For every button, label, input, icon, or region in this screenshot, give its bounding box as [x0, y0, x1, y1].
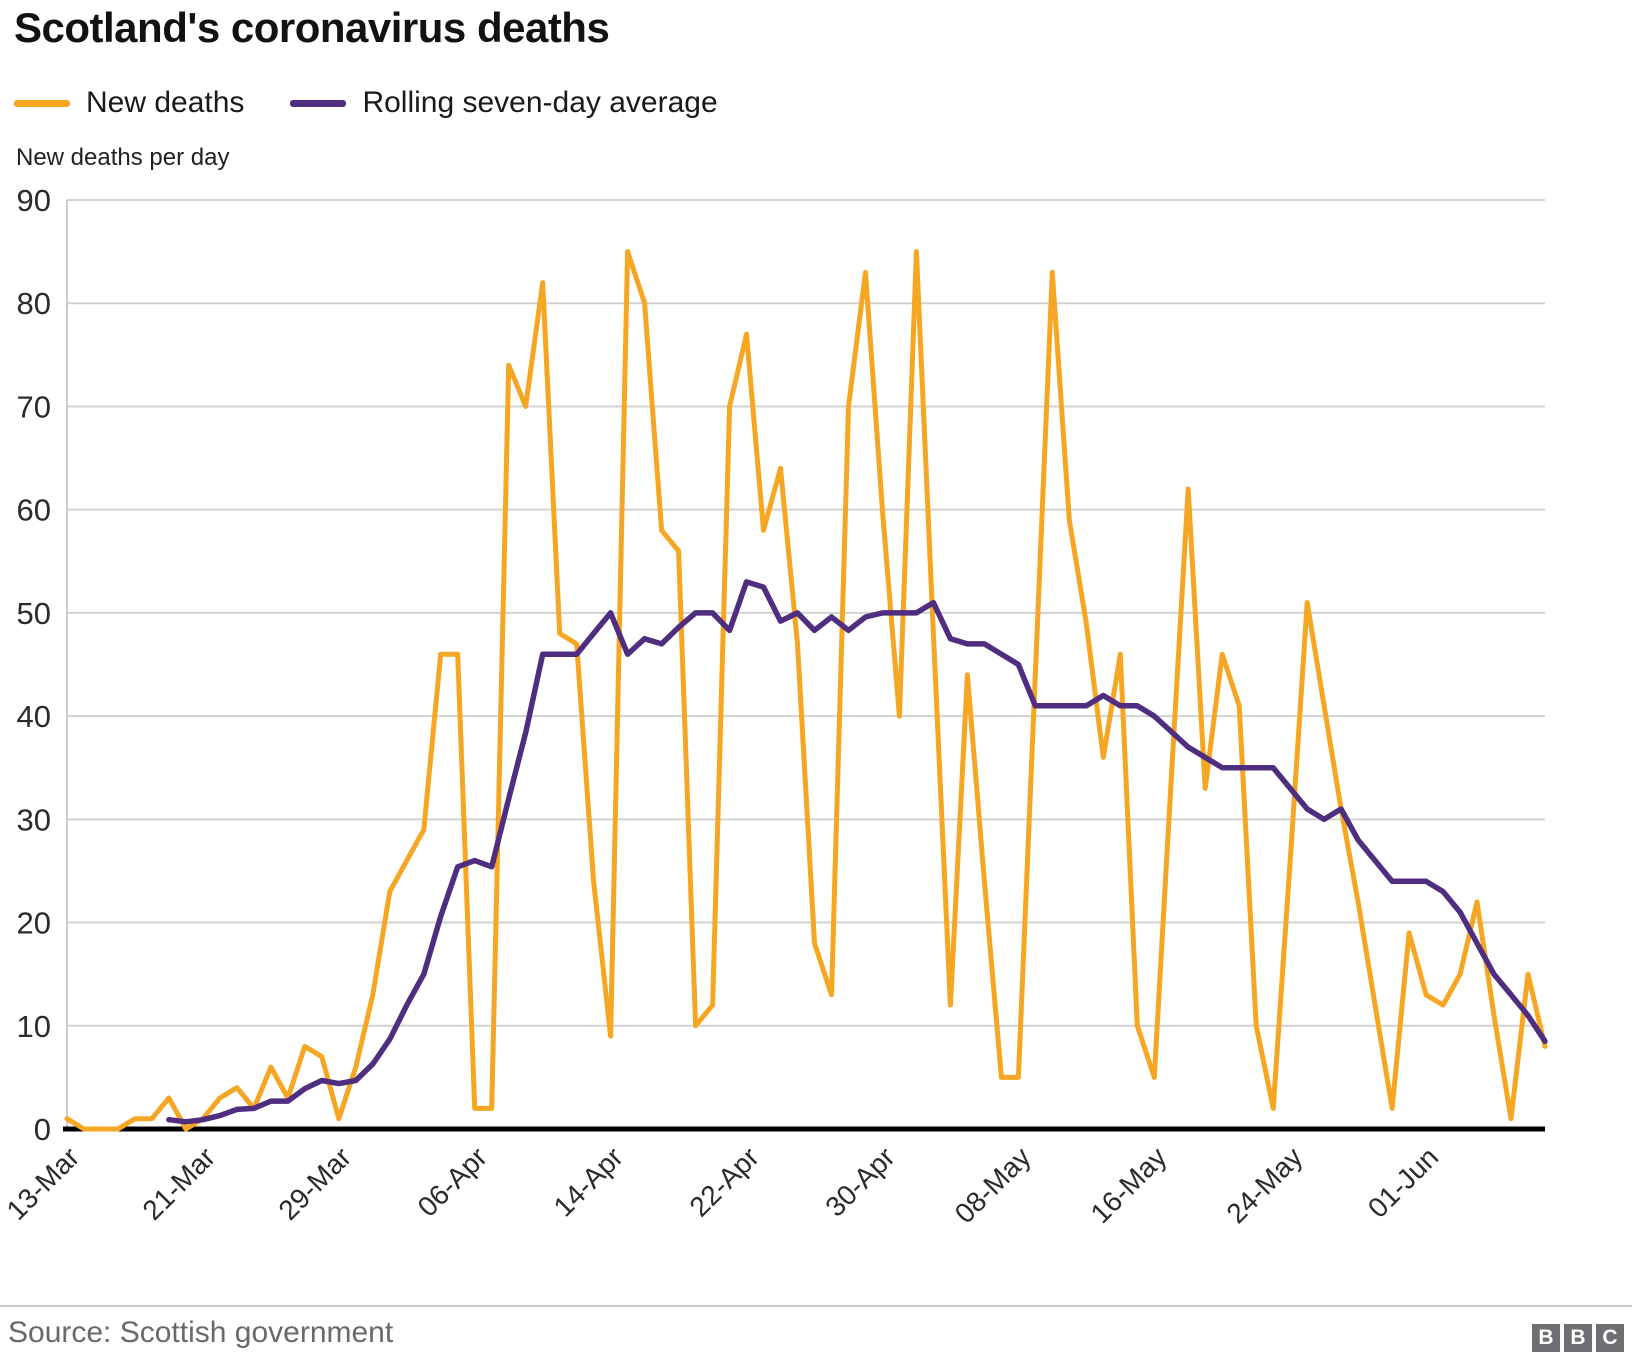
x-tick-label-30-Apr: 30-Apr [819, 1141, 900, 1222]
x-tick-label-24-May: 24-May [1220, 1141, 1308, 1229]
y-tick-label-80: 80 [17, 286, 51, 321]
page-title: Scotland's coronavirus deaths [14, 4, 610, 51]
y-tick-label-0: 0 [34, 1112, 51, 1147]
y-tick-label-30: 30 [17, 802, 51, 837]
x-tick-label-13-Mar: 13-Mar [1, 1141, 86, 1226]
y-axis-title: New deaths per day [16, 144, 230, 171]
y-tick-label-40: 40 [17, 699, 51, 734]
legend-item-new-deaths: New deaths [14, 86, 244, 120]
legend-item-rolling-average: Rolling seven-day average [290, 86, 718, 120]
x-tick-label-22-Apr: 22-Apr [683, 1141, 764, 1222]
bbc-logo-block-c: C [1596, 1324, 1624, 1352]
legend-label-rolling-average: Rolling seven-day average [362, 86, 718, 119]
y-tick-label-20: 20 [17, 906, 51, 941]
footer-divider [0, 1305, 1632, 1307]
x-tick-label-16-May: 16-May [1085, 1141, 1173, 1229]
rolling-average-line-swatch-icon [290, 99, 347, 107]
legend-label-new-deaths: New deaths [86, 86, 245, 119]
new-deaths-line [64, 249, 1548, 1132]
rolling-average-line [166, 579, 1548, 1125]
new-deaths-line-swatch-icon [14, 99, 70, 107]
y-tick-label-60: 60 [17, 493, 51, 528]
x-tick-label-06-Apr: 06-Apr [412, 1141, 493, 1222]
x-tick-label-08-May: 08-May [949, 1141, 1037, 1229]
x-tick-label-14-Apr: 14-Apr [548, 1141, 629, 1222]
source-text: Source: Scottish government [8, 1316, 394, 1349]
bbc-logo: B B C [1532, 1324, 1624, 1352]
chart-legend: New deaths Rolling seven-day average [14, 86, 718, 120]
x-tick-label-21-Mar: 21-Mar [137, 1141, 222, 1226]
bbc-logo-block-b1: B [1532, 1324, 1560, 1352]
y-tick-label-10: 10 [17, 1009, 51, 1044]
y-tick-label-90: 90 [17, 183, 51, 218]
x-tick-label-29-Mar: 29-Mar [272, 1141, 357, 1226]
x-tick-label-01-Jun: 01-Jun [1362, 1141, 1444, 1223]
y-tick-label-50: 50 [17, 596, 51, 631]
bbc-logo-block-b2: B [1564, 1324, 1592, 1352]
y-tick-label-70: 70 [17, 389, 51, 424]
